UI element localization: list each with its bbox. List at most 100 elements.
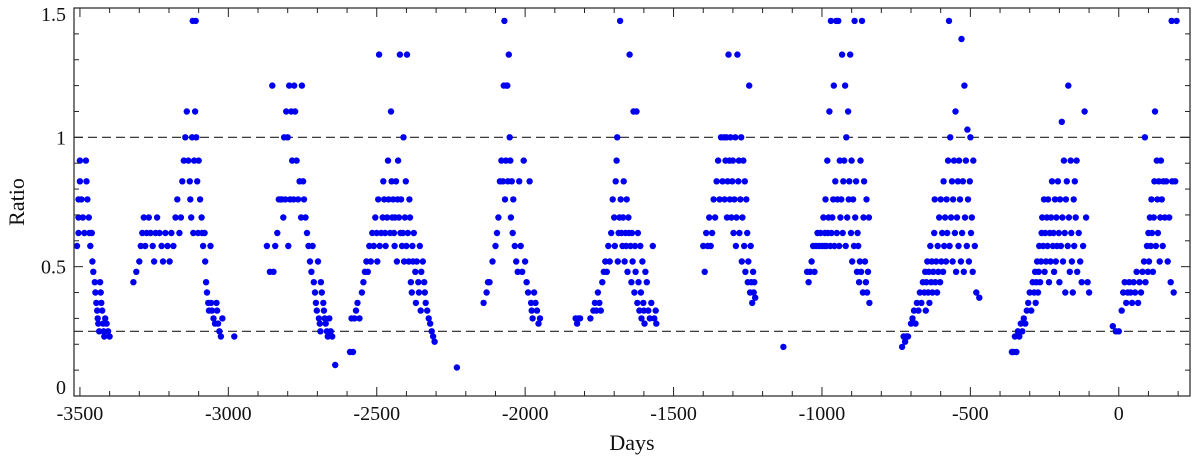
data-point [963, 242, 970, 250]
data-point [1044, 242, 1051, 250]
data-point [1154, 229, 1162, 237]
data-point [417, 307, 424, 314]
data-point [403, 242, 410, 250]
data-point [191, 108, 199, 115]
data-point [283, 108, 290, 115]
data-point [216, 328, 223, 335]
data-point [78, 196, 85, 203]
data-point [294, 196, 302, 203]
data-point [527, 299, 535, 307]
data-point [147, 229, 154, 237]
data-point [1126, 279, 1133, 286]
data-point [329, 333, 336, 340]
data-point [354, 299, 361, 307]
data-point [619, 214, 627, 221]
data-point [315, 315, 323, 322]
data-point [1051, 196, 1059, 203]
data-point [101, 333, 108, 340]
data-points [73, 17, 1180, 371]
data-point [916, 289, 924, 296]
data-point [714, 157, 722, 164]
data-point [863, 289, 871, 296]
data-point [932, 279, 939, 286]
data-point [408, 289, 415, 296]
data-point [628, 229, 636, 237]
data-point [808, 258, 815, 265]
data-point [931, 196, 938, 203]
data-point [857, 157, 864, 164]
data-point [313, 307, 320, 314]
data-point [1039, 242, 1047, 250]
data-point [938, 258, 945, 265]
data-point [150, 258, 158, 265]
y-tick-label: 0.5 [41, 257, 66, 279]
data-point [516, 178, 523, 185]
data-point [480, 299, 487, 307]
data-point [839, 229, 846, 237]
data-point [166, 258, 173, 265]
data-point [847, 51, 854, 58]
data-point [504, 82, 511, 89]
data-point [852, 214, 859, 221]
data-point [1151, 108, 1159, 115]
data-point [164, 242, 171, 250]
data-point [269, 82, 276, 89]
data-point [652, 307, 659, 314]
data-point [955, 157, 963, 164]
data-point [394, 157, 402, 164]
data-point [858, 17, 866, 25]
data-point [381, 196, 388, 203]
data-point [833, 229, 840, 237]
data-point [857, 268, 865, 275]
data-point [509, 229, 516, 237]
y-tick-label: 1 [56, 127, 66, 149]
data-point [284, 134, 291, 141]
data-point [1028, 307, 1035, 314]
data-point [1141, 134, 1149, 141]
data-point [1023, 307, 1030, 314]
data-point [632, 268, 639, 275]
data-point [321, 315, 328, 322]
data-point [723, 214, 731, 221]
data-point [936, 279, 944, 286]
data-point [1065, 82, 1072, 89]
x-tick-label: -3500 [57, 403, 104, 425]
data-point [88, 229, 96, 237]
data-point [639, 258, 646, 265]
data-point [523, 279, 530, 286]
data-point [734, 51, 741, 58]
data-point [608, 229, 615, 237]
data-point [75, 229, 82, 237]
data-point [591, 299, 599, 307]
data-point [968, 214, 975, 221]
data-point [84, 196, 91, 203]
data-point [616, 17, 624, 25]
data-point [1139, 268, 1146, 275]
data-point [291, 108, 299, 115]
data-point [1071, 178, 1079, 185]
data-point [390, 229, 398, 237]
data-point [529, 315, 536, 322]
data-point [749, 268, 757, 275]
data-point [1059, 214, 1066, 221]
data-point [79, 214, 87, 221]
data-point [729, 178, 736, 185]
data-point [501, 196, 509, 203]
data-point [910, 307, 918, 314]
data-point [973, 289, 980, 296]
data-point [316, 320, 323, 327]
data-point [415, 279, 422, 286]
data-point [168, 229, 175, 237]
data-point [106, 333, 113, 340]
data-point [493, 229, 501, 237]
data-point [1158, 196, 1166, 203]
data-point [159, 258, 167, 265]
data-point [514, 268, 521, 275]
data-point [1167, 279, 1174, 286]
data-point [422, 299, 429, 307]
data-point [201, 229, 208, 237]
data-point [844, 108, 852, 115]
data-point [1148, 196, 1155, 203]
data-point [412, 268, 419, 275]
